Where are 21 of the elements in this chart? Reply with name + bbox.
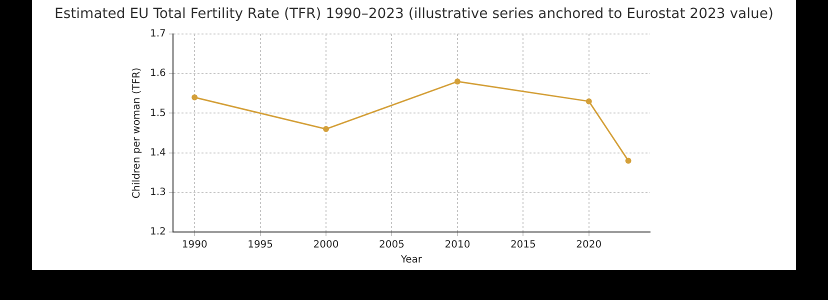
x-axis-title: Year (400, 254, 423, 266)
y-tick-label: 1.2 (150, 226, 166, 238)
y-tick-label: 1.3 (150, 186, 166, 198)
x-tick-label: 1995 (248, 240, 274, 251)
x-tick-label: 2000 (313, 240, 339, 251)
point (192, 94, 198, 100)
x-tick-label: 2010 (444, 240, 470, 251)
point (454, 78, 460, 85)
y-axis-title: Children per woman (TFR) (132, 67, 143, 198)
point (586, 98, 592, 104)
y-tick-label: 1.5 (150, 108, 166, 119)
y-tick-label: 1.4 (150, 147, 166, 158)
chart-title: Estimated EU Total Fertility Rate (TFR) 1990–2023 (illustrative series anchored to Eurostat 2023 value) (54, 6, 774, 22)
y-tick-label: 1.6 (150, 68, 166, 80)
y-tick-label: 1.7 (150, 28, 166, 40)
point (625, 158, 632, 164)
x-tick-label: 2015 (510, 240, 536, 251)
x-tick-label: 2020 (576, 240, 602, 251)
x-tick-label: 2005 (379, 240, 404, 251)
x-tick-label: 1990 (182, 240, 208, 251)
point (323, 126, 330, 132)
